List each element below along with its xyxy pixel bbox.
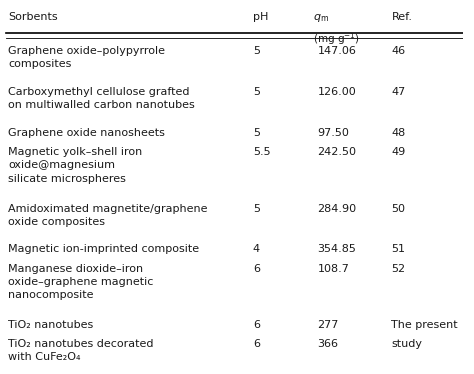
Text: 5.5: 5.5 — [253, 147, 271, 157]
Text: Carboxymethyl cellulose grafted
on multiwalled carbon nanotubes: Carboxymethyl cellulose grafted on multi… — [9, 87, 195, 110]
Text: 51: 51 — [392, 245, 405, 254]
Text: 6: 6 — [253, 339, 260, 349]
Text: Manganese dioxide–iron
oxide–graphene magnetic
nanocomposite: Manganese dioxide–iron oxide–graphene ma… — [9, 264, 154, 300]
Text: 284.90: 284.90 — [318, 203, 356, 214]
Text: 48: 48 — [392, 128, 406, 138]
Text: study: study — [392, 339, 422, 349]
Text: Graphene oxide–polypyrrole
composites: Graphene oxide–polypyrrole composites — [9, 46, 165, 69]
Text: 5: 5 — [253, 46, 260, 56]
Text: TiO₂ nanotubes decorated
with CuFe₂O₄: TiO₂ nanotubes decorated with CuFe₂O₄ — [9, 339, 154, 362]
Text: (mg g$^{-1}$): (mg g$^{-1}$) — [313, 31, 360, 47]
Text: pH: pH — [253, 12, 268, 22]
Text: 277: 277 — [318, 320, 339, 330]
Text: The present: The present — [392, 320, 458, 330]
Text: 354.85: 354.85 — [318, 245, 356, 254]
Text: 4: 4 — [253, 245, 260, 254]
Text: 147.06: 147.06 — [318, 46, 356, 56]
Text: Amidoximated magnetite/graphene
oxide composites: Amidoximated magnetite/graphene oxide co… — [9, 203, 208, 227]
Text: Magnetic yolk–shell iron
oxide@magnesium
silicate microspheres: Magnetic yolk–shell iron oxide@magnesium… — [9, 147, 143, 184]
Text: 50: 50 — [392, 203, 405, 214]
Text: 46: 46 — [392, 46, 406, 56]
Text: 47: 47 — [392, 87, 406, 97]
Text: 6: 6 — [253, 264, 260, 274]
Text: TiO₂ nanotubes: TiO₂ nanotubes — [9, 320, 93, 330]
Text: 242.50: 242.50 — [318, 147, 356, 157]
Text: 6: 6 — [253, 320, 260, 330]
Text: Sorbents: Sorbents — [9, 12, 58, 22]
Text: 126.00: 126.00 — [318, 87, 356, 97]
Text: 5: 5 — [253, 87, 260, 97]
Text: Ref.: Ref. — [392, 12, 412, 22]
Text: 49: 49 — [392, 147, 406, 157]
Text: 5: 5 — [253, 203, 260, 214]
Text: $q_\mathrm{m}$: $q_\mathrm{m}$ — [313, 12, 329, 24]
Text: Graphene oxide nanosheets: Graphene oxide nanosheets — [9, 128, 165, 138]
Text: 5: 5 — [253, 128, 260, 138]
Text: 108.7: 108.7 — [318, 264, 349, 274]
Text: 97.50: 97.50 — [318, 128, 349, 138]
Text: 366: 366 — [318, 339, 338, 349]
Text: Magnetic ion-imprinted composite: Magnetic ion-imprinted composite — [9, 245, 200, 254]
Text: 52: 52 — [392, 264, 406, 274]
